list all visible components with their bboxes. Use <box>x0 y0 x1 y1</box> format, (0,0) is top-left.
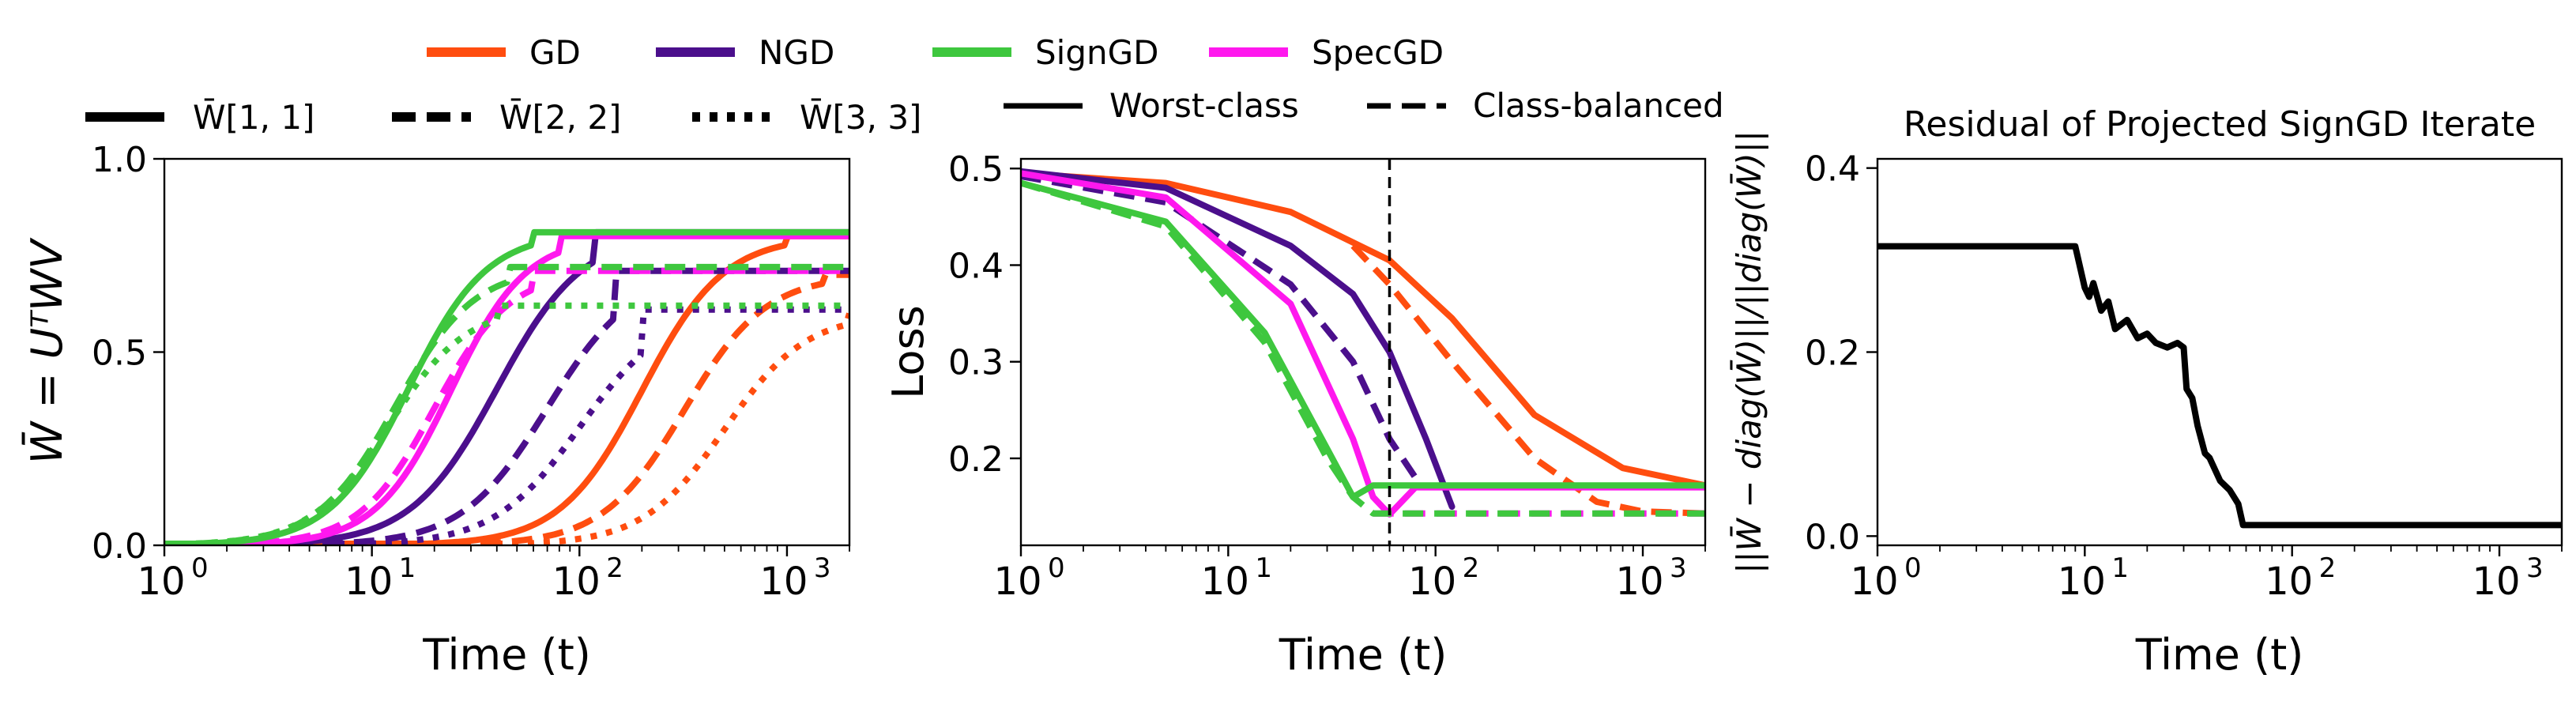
x-tick-label: 10 <box>2058 560 2106 604</box>
legend-label-signgd: SignGD <box>1035 33 1159 72</box>
x-tick-label: 10 <box>345 560 393 604</box>
legend-label-ngd: NGD <box>759 33 834 72</box>
series-residual <box>1877 243 2562 529</box>
series-signgd-class-balanced <box>1021 179 1705 517</box>
x-tick-label: 10 <box>759 560 808 604</box>
series-lines <box>1021 159 1705 545</box>
axes-frame <box>1019 157 1707 547</box>
x-tick-label: 10 <box>1408 560 1456 604</box>
x-tick-exponent: 2 <box>606 552 623 584</box>
legend-label-w2: W̄[2, 2] <box>499 96 621 137</box>
x-tick-label: 10 <box>993 560 1041 604</box>
y-axis: 0.0 0.5 1.0 <box>92 140 164 567</box>
x-tick-label: 10 <box>2472 560 2520 604</box>
x-tick-exponent: 3 <box>1670 552 1687 584</box>
x-tick-exponent: 1 <box>399 552 416 584</box>
legend-label-specgd: SpecGD <box>1312 33 1444 72</box>
x-tick-exponent: 0 <box>191 552 209 584</box>
series-specgd-w-2-2- <box>164 267 849 545</box>
series-lines <box>1877 243 2562 529</box>
x-tick-exponent: 2 <box>1463 552 1480 584</box>
x-axis-label: Time (t) <box>422 630 591 680</box>
series-ngd-class-balanced <box>1021 173 1418 480</box>
x-axis: 10 0 10 1 10 2 10 3 <box>1850 545 2563 604</box>
series-gd-worst-class <box>1021 170 1705 489</box>
y-tick-label: 0.4 <box>1805 149 1860 190</box>
x-tick-exponent: 3 <box>2526 552 2544 584</box>
x-tick-label: 10 <box>552 560 601 604</box>
legend-loss-types: Worst-class Class-balanced <box>1004 86 1724 125</box>
legend-label-worst-class: Worst-class <box>1109 86 1299 125</box>
y-axis-label: W̄ = UᵀWV <box>22 237 72 465</box>
y-tick-label: 0.2 <box>1805 334 1860 374</box>
x-tick-exponent: 3 <box>814 552 831 584</box>
y-tick-label: 0.5 <box>92 334 147 374</box>
series-ngd-worst-class <box>1021 168 1456 511</box>
chart-title: Residual of Projected SignGD Iterate <box>1904 104 2536 145</box>
x-tick-exponent: 0 <box>1048 552 1065 584</box>
x-tick-exponent: 2 <box>2319 552 2337 584</box>
x-tick-label: 10 <box>1615 560 1663 604</box>
legend-label-class-balanced: Class-balanced <box>1473 86 1724 125</box>
y-axis: 0.0 0.2 0.4 <box>1805 149 1877 557</box>
series-ngd-w-3-3- <box>164 306 849 545</box>
x-axis: 10 0 10 1 10 2 10 3 <box>993 545 1706 604</box>
y-tick-label: 0.0 <box>1805 517 1860 557</box>
series-signgd-w-1-1- <box>164 228 849 545</box>
y-tick-label: 1.0 <box>92 140 147 180</box>
x-axis-label: Time (t) <box>1279 630 1448 680</box>
series-specgd-worst-class <box>1021 170 1705 518</box>
legend-entries: W̄[1, 1] W̄[2, 2] W̄[3, 3] <box>85 96 921 137</box>
x-tick-label: 10 <box>137 560 185 604</box>
y-tick-label: 0.0 <box>92 526 147 567</box>
y-axis-label: ||W̄ − diag(W̄)||/||diag(W̄)|| <box>1728 130 1768 574</box>
y-axis-label: Loss <box>883 305 933 398</box>
series-ngd-w-1-1- <box>164 228 849 545</box>
x-tick-exponent: 1 <box>1255 552 1272 584</box>
y-axis: 0.2 0.3 0.4 0.5 <box>948 149 1021 480</box>
series-signgd-w-3-3- <box>164 302 849 545</box>
y-tick-label: 0.3 <box>948 343 1004 383</box>
legend-label-w1: W̄[1, 1] <box>193 96 314 137</box>
legend-label-w3: W̄[3, 3] <box>800 96 921 137</box>
legend-methods: GD NGD SignGD SpecGD <box>427 33 1444 72</box>
y-tick-label: 0.4 <box>948 246 1004 286</box>
legend-label-gd: GD <box>529 33 581 72</box>
x-tick-label: 10 <box>1201 560 1249 604</box>
axes-frame <box>1876 157 2563 547</box>
series-signgd-worst-class <box>1021 179 1705 500</box>
y-tick-label: 0.5 <box>948 149 1004 190</box>
x-axis-label: Time (t) <box>2135 630 2304 680</box>
series-lines <box>164 228 849 545</box>
axes-frame <box>163 157 851 547</box>
series-ngd-w-2-2- <box>164 267 849 545</box>
x-tick-exponent: 1 <box>2111 552 2129 584</box>
series-gd-w-2-2- <box>164 271 849 545</box>
x-tick-exponent: 0 <box>1904 552 1922 584</box>
x-tick-label: 10 <box>2265 560 2313 604</box>
x-axis: 10 0 10 1 10 2 10 3 <box>137 545 850 604</box>
y-tick-label: 0.2 <box>948 439 1004 480</box>
x-tick-label: 10 <box>1850 560 1898 604</box>
